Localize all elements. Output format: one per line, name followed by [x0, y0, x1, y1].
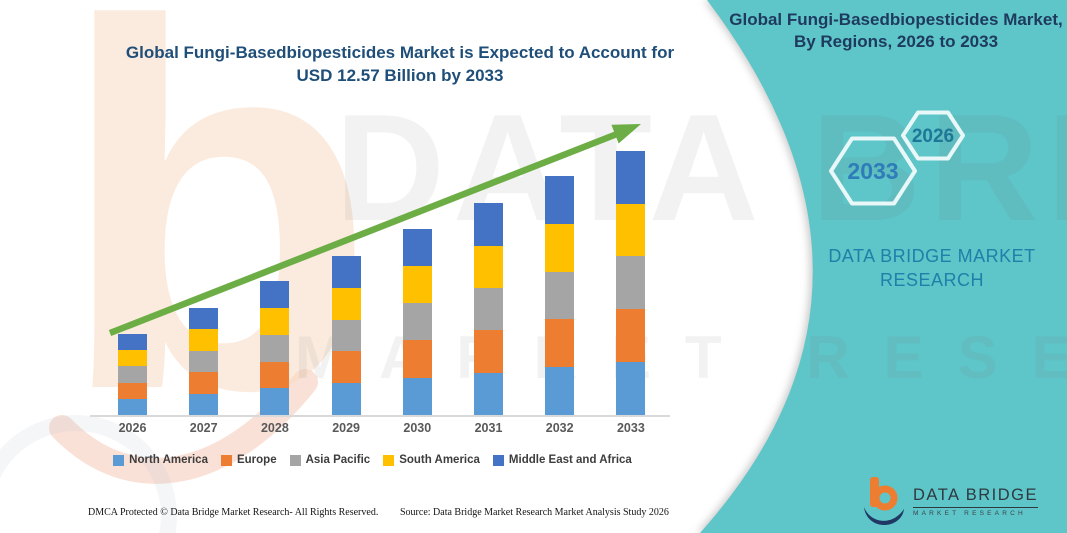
stacked-bar-2029 — [331, 255, 361, 415]
bar-segment — [260, 388, 290, 415]
stacked-bar-2027 — [189, 307, 219, 415]
bar-segment — [189, 350, 219, 373]
bar-segment — [474, 287, 503, 331]
stacked-bar-2026 — [118, 333, 147, 415]
x-axis-label: 2028 — [260, 421, 289, 435]
plot-area — [90, 118, 670, 417]
bar-segment — [402, 303, 432, 341]
bar-segment — [331, 351, 361, 384]
bar-segment — [189, 307, 219, 330]
x-axis-label: 2027 — [189, 421, 218, 435]
stacked-bar-2030 — [402, 228, 432, 415]
bar-segment — [189, 372, 219, 394]
bar-segment — [260, 334, 290, 362]
legend-item: Asia Pacific — [289, 454, 371, 466]
bar-segment — [402, 377, 432, 415]
logo-mark-icon — [864, 477, 904, 525]
stacked-bar-2031 — [474, 203, 503, 415]
bar-segment — [616, 150, 646, 204]
bar-segment — [260, 308, 290, 335]
brand-name-text: DATA BRIDGE MARKET RESEARCH — [828, 246, 1036, 291]
bar-segment — [331, 287, 361, 320]
bar-segment — [402, 340, 432, 378]
logo-tagline: MARKET RESEARCH — [913, 509, 1026, 517]
legend-swatch — [220, 454, 232, 466]
bar-segment — [260, 361, 290, 389]
bar-segment — [402, 265, 432, 304]
teal-swoosh-shape — [700, 0, 1067, 533]
bar-segment — [545, 223, 575, 272]
stacked-bar-2032 — [545, 175, 575, 415]
x-axis-label: 2031 — [474, 421, 503, 435]
hexagon-2033-label: 2033 — [847, 158, 898, 184]
stacked-bar-2028 — [260, 281, 290, 415]
x-axis-label: 2032 — [545, 421, 574, 435]
bar-segment — [616, 362, 646, 415]
stacked-bar-2033 — [616, 150, 646, 415]
bar-segment — [331, 319, 361, 352]
right-panel-title: Global Fungi-Basedbiopesticides Market, … — [729, 10, 1063, 52]
bar-segment — [331, 383, 361, 415]
bar-segment — [118, 382, 147, 399]
legend-label: South America — [399, 454, 480, 466]
bar-segment — [474, 330, 503, 373]
bar-segment — [474, 372, 503, 415]
bar-segment — [545, 175, 575, 224]
company-logo: DATA BRIDGE MARKET RESEARCH — [863, 476, 1038, 526]
chart-title: Global Fungi-Basedbiopesticides Market i… — [125, 43, 675, 85]
bar-segment — [545, 271, 575, 320]
bar-segment — [545, 367, 575, 415]
bar-segment — [616, 203, 646, 257]
legend-swatch — [383, 454, 395, 466]
hexagon-2026-label: 2026 — [912, 126, 954, 147]
x-axis-label: 2030 — [403, 421, 432, 435]
hexagon-2026-outline — [901, 110, 965, 161]
legend-label: Europe — [236, 454, 277, 466]
logo-wordmark: DATA BRIDGE — [913, 486, 1038, 508]
bar-segment — [118, 350, 147, 367]
bar-segment — [545, 319, 575, 368]
x-axis-label: 2033 — [616, 421, 645, 435]
bar-segment — [189, 393, 219, 415]
legend-label: Asia Pacific — [305, 454, 371, 466]
logo-text: DATA BRIDGE MARKET RESEARCH — [913, 486, 1038, 517]
legend-swatch — [492, 454, 504, 466]
footer-dmca-text: DMCA Protected © Data Bridge Market Rese… — [88, 507, 379, 518]
x-axis-labels: 2026 2027 2028 2029 2030 2031 2032 2033 — [90, 421, 670, 439]
bar-segment — [474, 245, 503, 288]
legend-item: Europe — [220, 454, 277, 466]
legend-label: Middle East and Africa — [508, 454, 632, 466]
bar-segment — [189, 329, 219, 351]
bar-segment — [616, 256, 646, 310]
bar-segment — [402, 228, 432, 266]
legend-swatch — [289, 454, 301, 466]
bar-segment — [118, 366, 147, 383]
bar-segment — [331, 255, 361, 288]
legend-item: North America — [113, 454, 208, 466]
hexagon-badges: 2033 2026 — [829, 110, 965, 206]
legend-label: North America — [129, 454, 208, 466]
bar-segment — [616, 309, 646, 363]
bar-segment — [118, 333, 147, 351]
x-axis-label: 2029 — [332, 421, 360, 435]
legend-item: South America — [383, 454, 480, 466]
legend-swatch — [113, 454, 125, 466]
x-axis-label: 2026 — [118, 421, 147, 435]
legend-item: Middle East and Africa — [492, 454, 632, 466]
hexagon-2033-outline — [829, 136, 917, 206]
bar-segment — [474, 203, 503, 246]
bar-segment — [118, 398, 147, 415]
bar-segment — [260, 281, 290, 308]
chart-legend: North America Europe Asia Pacific South Ame… — [90, 454, 655, 466]
footer-source-text: Source: Data Bridge Market Research Mark… — [400, 507, 669, 518]
